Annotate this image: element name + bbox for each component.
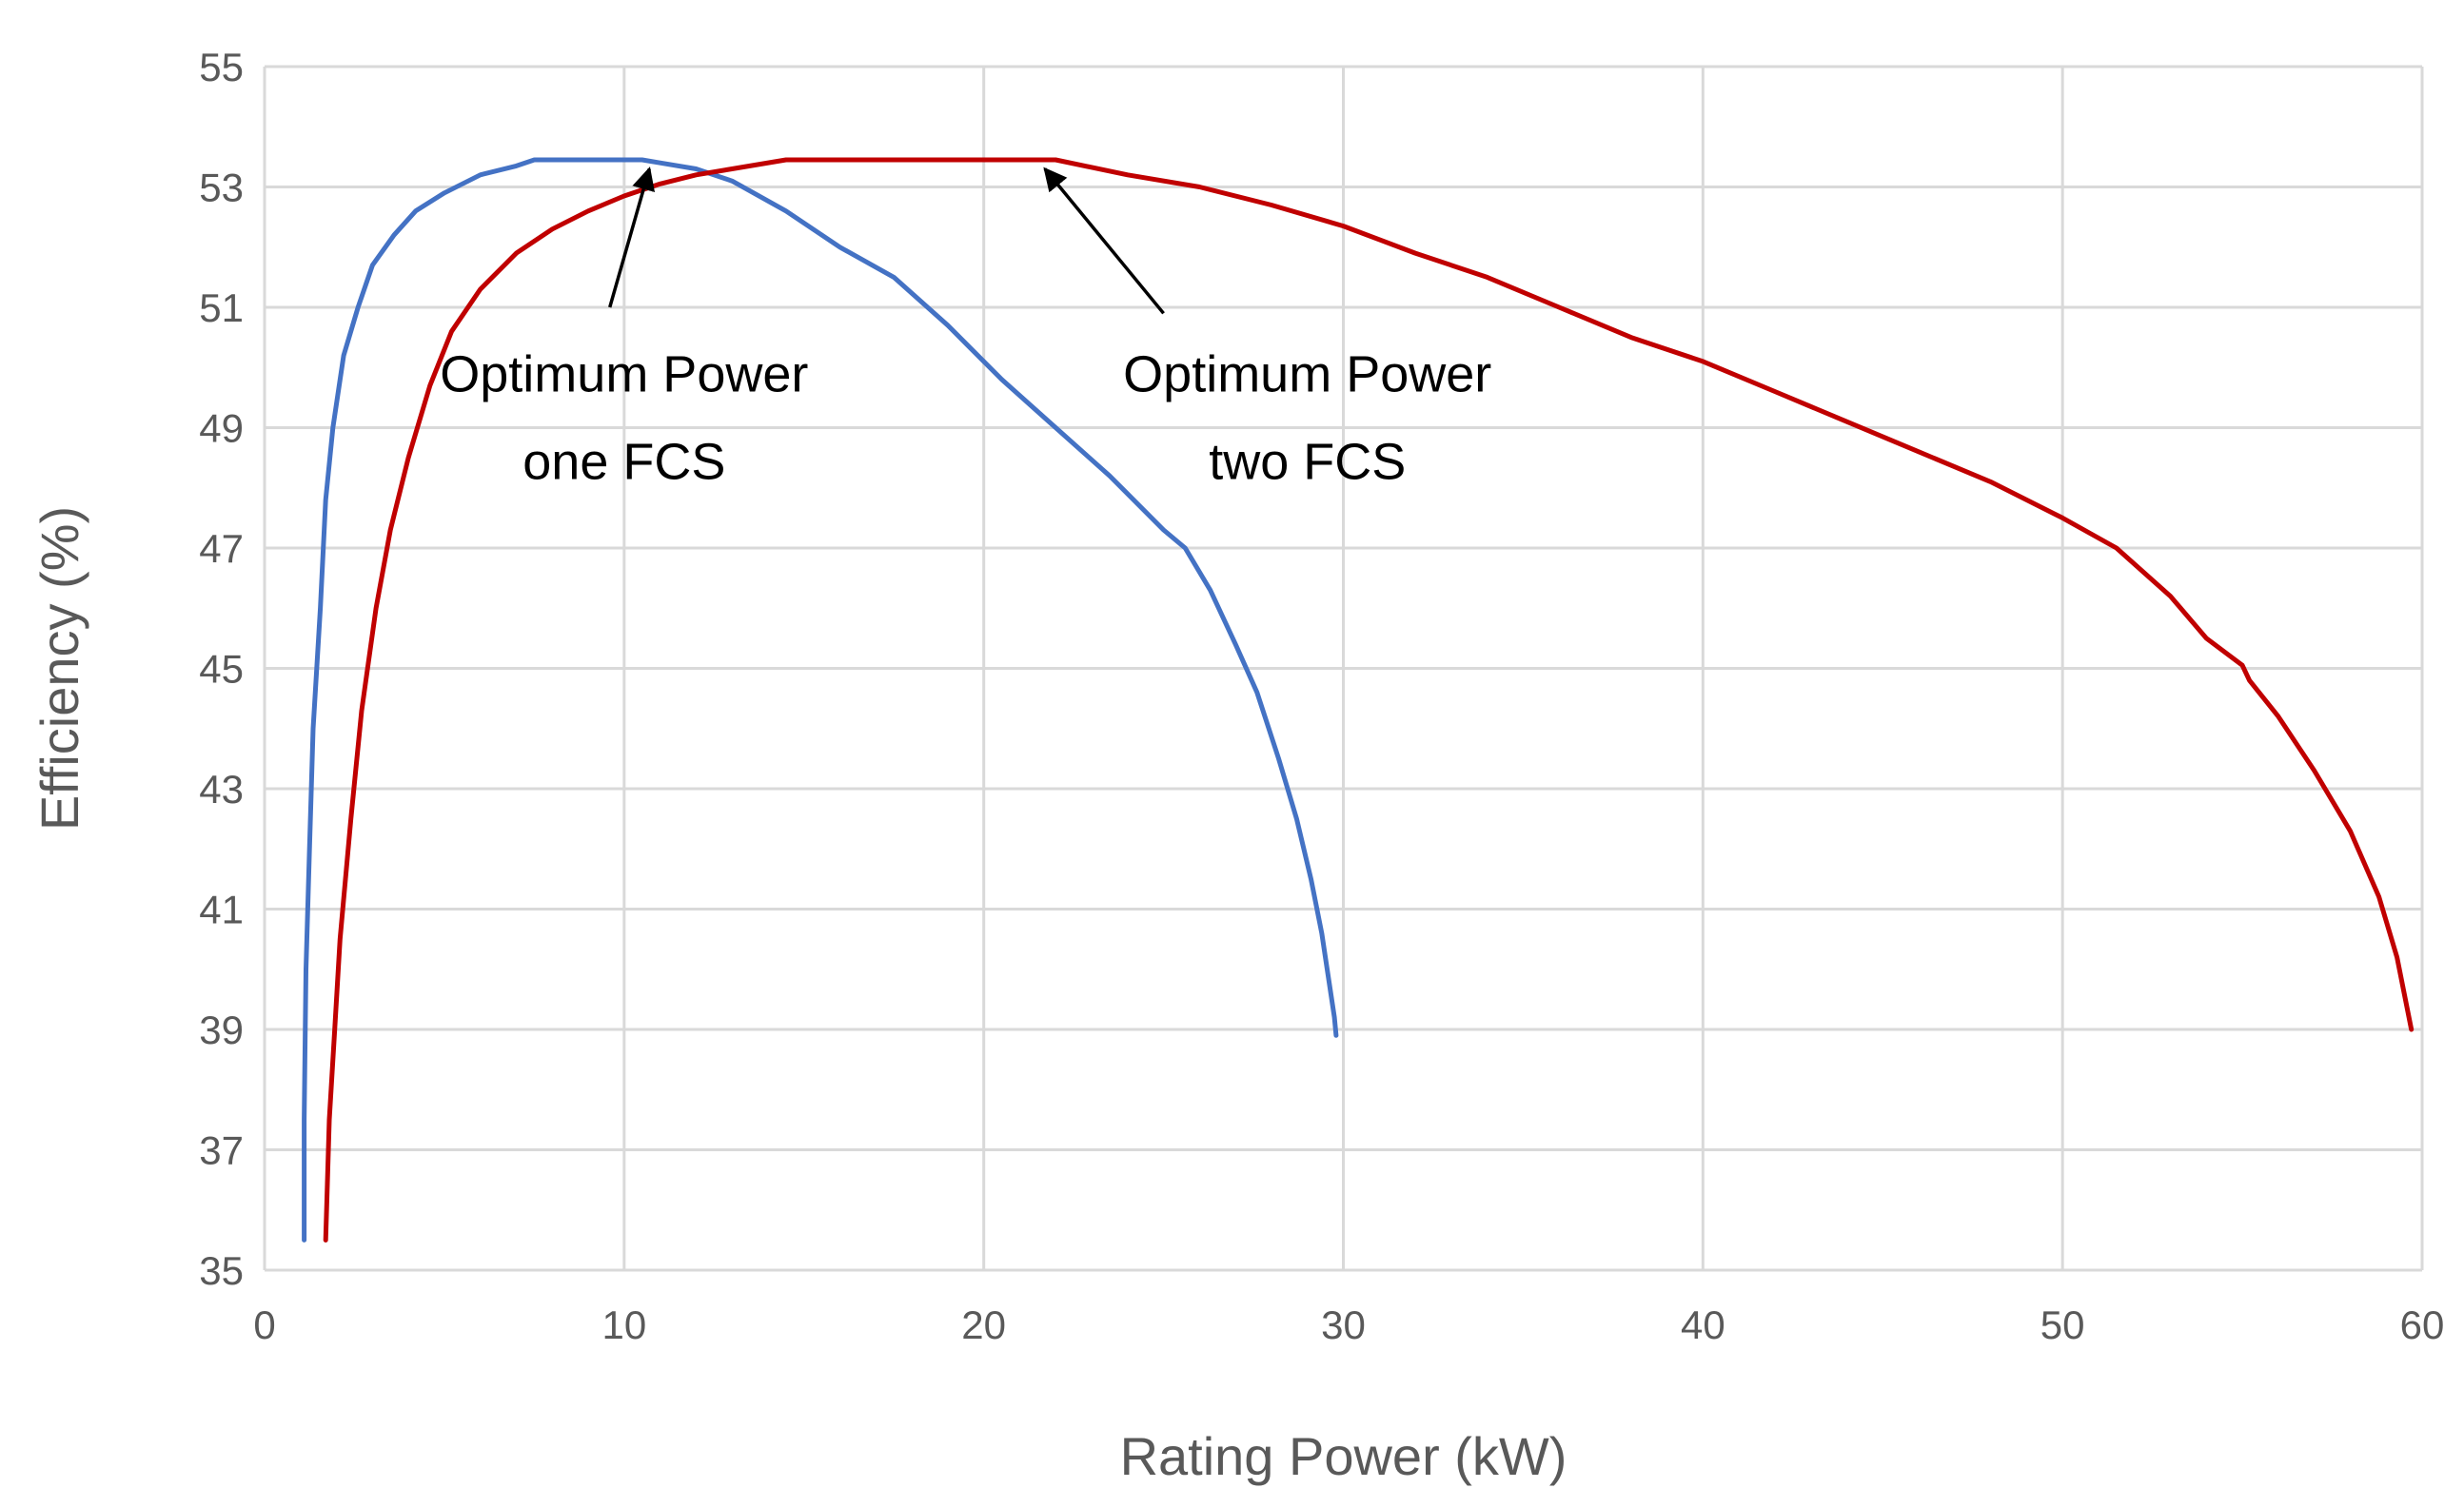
annotation-arrow bbox=[1043, 166, 1165, 315]
series-line-two-fcs bbox=[323, 157, 2415, 1243]
y-tick-label: 51 bbox=[199, 285, 244, 330]
grid bbox=[263, 65, 2424, 1272]
x-axis-title: Rating Power (kW) bbox=[1120, 1426, 1567, 1486]
y-tick-label: 47 bbox=[199, 526, 244, 571]
y-tick-label: 45 bbox=[199, 647, 244, 692]
y-tick-label: 49 bbox=[199, 406, 244, 451]
annotation-text: two FCS bbox=[1209, 434, 1406, 491]
annotation-text: Optimum Power bbox=[440, 346, 808, 403]
y-tick-label: 39 bbox=[199, 1008, 244, 1052]
x-tick-label: 40 bbox=[1681, 1302, 1725, 1347]
series-line-one-fcs bbox=[302, 157, 1339, 1243]
x-tick-label: 10 bbox=[601, 1302, 646, 1347]
y-tick-label: 55 bbox=[199, 45, 244, 89]
x-tick-label: 50 bbox=[2040, 1302, 2085, 1347]
annotation-text: one FCS bbox=[522, 434, 725, 491]
y-tick-label: 37 bbox=[199, 1128, 244, 1173]
annotation-arrow bbox=[608, 166, 656, 308]
y-tick-label: 41 bbox=[199, 888, 244, 932]
x-tick-label: 0 bbox=[253, 1302, 275, 1347]
x-tick-label: 60 bbox=[2400, 1302, 2445, 1347]
series-layer bbox=[302, 157, 2415, 1243]
y-tick-label: 53 bbox=[199, 166, 244, 210]
tick-labels: 35 37 39 41 43 45 47 49 51 53 55 0 10 20 30 40 50 60 bbox=[199, 45, 2444, 1347]
y-tick-label: 43 bbox=[199, 767, 244, 812]
annotations: Optimum Power one FCS Optimum Power two FCS bbox=[440, 166, 1491, 491]
y-axis-title: Efficiency (%) bbox=[30, 506, 89, 831]
x-tick-label: 30 bbox=[1321, 1302, 1366, 1347]
x-tick-label: 20 bbox=[961, 1302, 1006, 1347]
y-tick-label: 35 bbox=[199, 1248, 244, 1293]
annotation-text: Optimum Power bbox=[1123, 346, 1491, 403]
